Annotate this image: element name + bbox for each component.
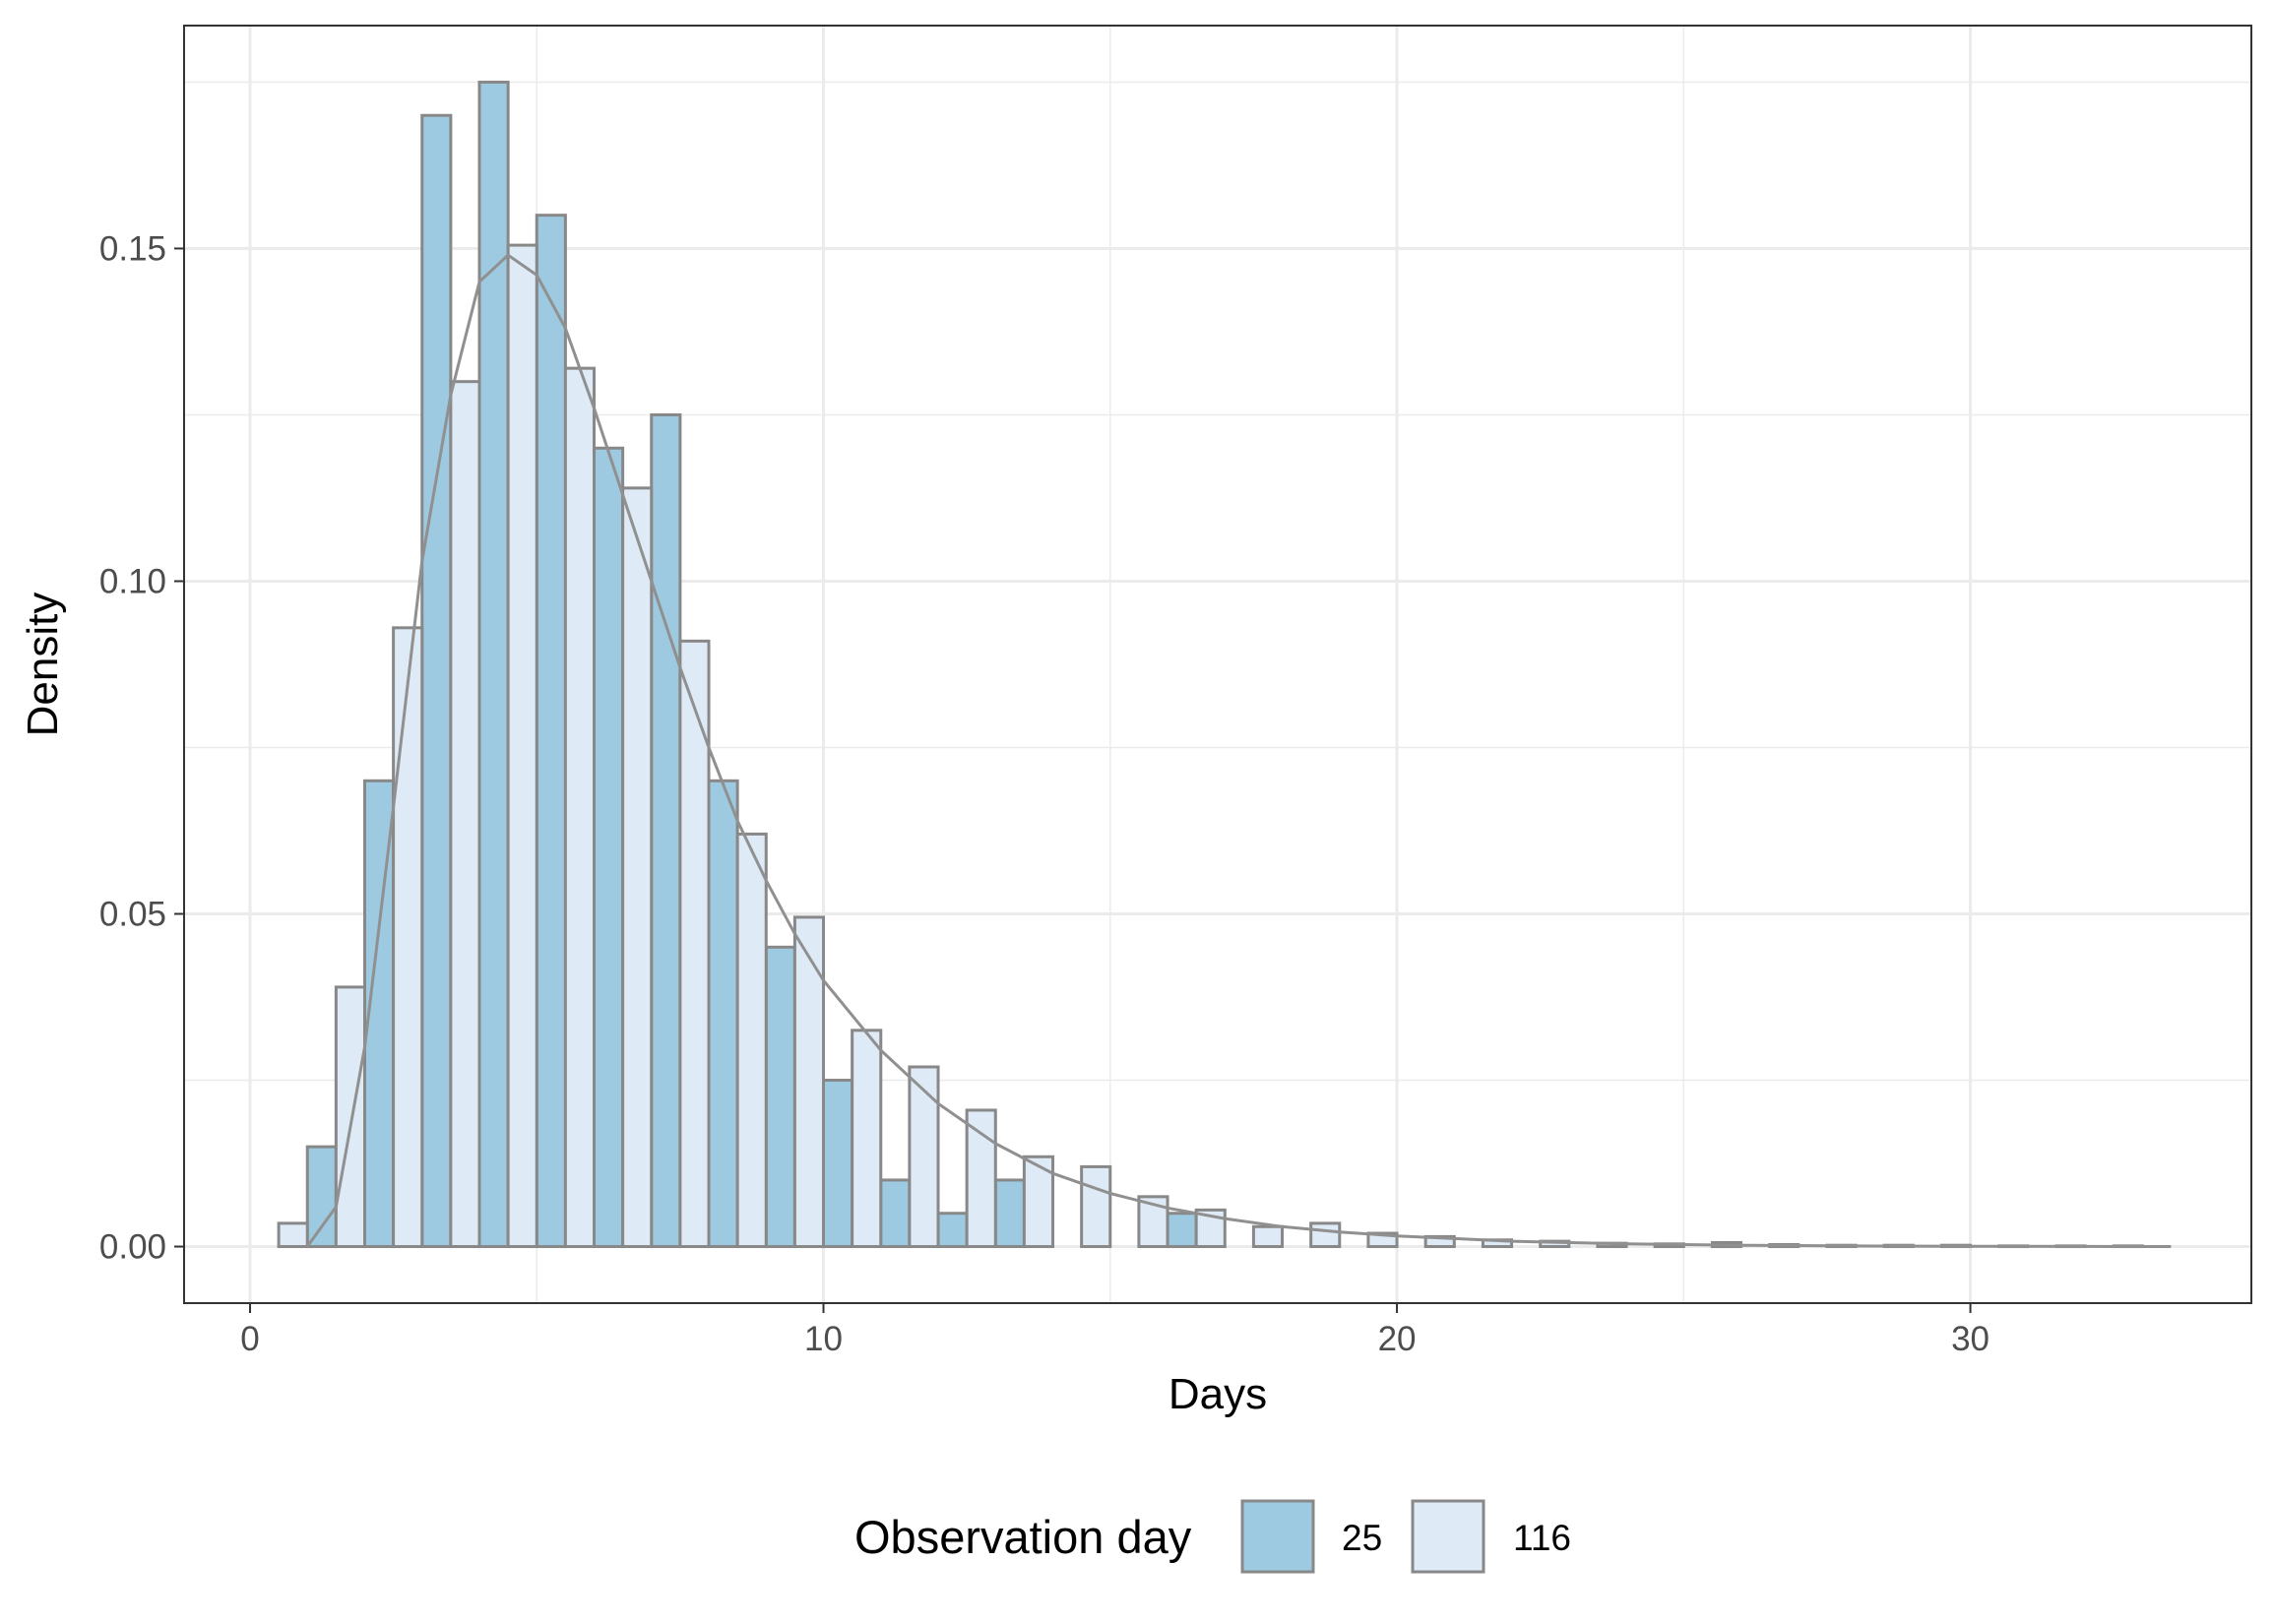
legend-key-116 — [1411, 1499, 1485, 1574]
bar-series-25-7 — [707, 779, 739, 1249]
bar-series-116-9 — [792, 915, 826, 1249]
density-curve — [305, 253, 2172, 1248]
bar-series-25-9 — [822, 1079, 854, 1249]
y-tick-label: 0.15 — [99, 229, 166, 268]
bar-series-25-12 — [993, 1178, 1026, 1249]
bar-series-25-4 — [535, 214, 567, 1249]
bar-series-116-5 — [563, 366, 597, 1249]
bar-series-116-14 — [1080, 1164, 1112, 1249]
bar-series-116-18 — [1309, 1221, 1342, 1249]
bar-series-25-3 — [477, 80, 510, 1249]
bar-series-116-13 — [1022, 1155, 1055, 1249]
bar-series-25-5 — [593, 446, 625, 1249]
bar-series-25-6 — [650, 412, 682, 1249]
bar-series-116-2 — [392, 626, 424, 1249]
bar-series-116-8 — [735, 832, 768, 1249]
bar-series-116-3 — [449, 380, 481, 1249]
bar-series-25-8 — [764, 945, 796, 1249]
bar-series-116-0 — [277, 1221, 309, 1249]
legend-title: Observation day — [854, 1511, 1192, 1563]
bar-series-116-6 — [621, 486, 654, 1249]
y-tick-label: 0.10 — [99, 562, 166, 600]
y-axis-title: Density — [19, 593, 67, 737]
bar-series-116-17 — [1251, 1224, 1285, 1249]
y-tick-label: 0.00 — [99, 1228, 166, 1267]
x-tick-label: 10 — [804, 1320, 843, 1358]
bar-series-116-11 — [908, 1065, 940, 1249]
bar-series-25-0 — [305, 1145, 338, 1249]
bar-series-116-1 — [334, 985, 366, 1249]
panel-border — [183, 25, 2252, 1304]
bar-series-25-2 — [420, 113, 453, 1249]
y-axis: 0.00 0.05 0.10 0.15 — [99, 229, 184, 1267]
bar-series-25-10 — [879, 1178, 912, 1249]
bar-series-116-12 — [965, 1108, 997, 1249]
x-tick-label: 20 — [1378, 1320, 1417, 1358]
bar-series-25-11 — [936, 1212, 969, 1249]
density-curve-layer — [305, 253, 2172, 1248]
bar-series-116-10 — [851, 1029, 883, 1249]
legend-label-116: 116 — [1513, 1518, 1571, 1558]
x-tick-label: 0 — [240, 1320, 259, 1358]
x-axis-title: Days — [1169, 1370, 1267, 1418]
legend: Observation day 25 116 — [854, 1499, 1571, 1574]
legend-key-25 — [1240, 1499, 1315, 1574]
x-axis: 0 10 20 30 — [240, 1303, 1990, 1358]
bar-series-25-13 — [1166, 1212, 1198, 1249]
y-tick-label: 0.05 — [99, 896, 166, 934]
bar-series-116-4 — [506, 243, 538, 1249]
x-tick-label: 30 — [1951, 1320, 1990, 1358]
bar-series-116-7 — [678, 639, 711, 1249]
legend-label-25: 25 — [1342, 1518, 1382, 1558]
